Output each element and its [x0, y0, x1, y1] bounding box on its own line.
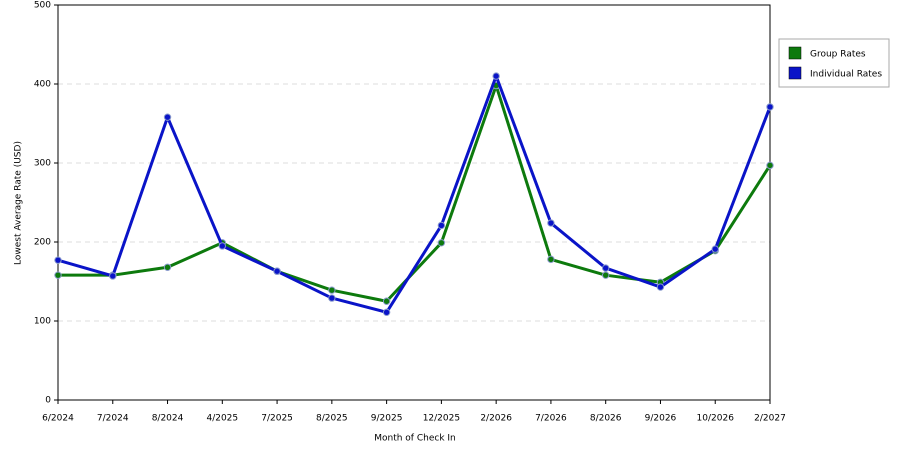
x-axis-label: Month of Check In — [374, 434, 456, 444]
legend-label: Individual Rates — [810, 70, 882, 80]
x-tick-label: 7/2024 — [97, 414, 129, 424]
point — [711, 245, 719, 253]
x-tick-label: 8/2026 — [590, 414, 622, 424]
point — [109, 272, 117, 280]
point — [547, 219, 555, 227]
x-tick-label: 7/2026 — [535, 414, 567, 424]
point — [656, 283, 665, 291]
point — [766, 103, 774, 111]
y-tick-label: 300 — [34, 159, 51, 169]
x-tick-label: 9/2026 — [645, 414, 677, 424]
series-line — [58, 84, 772, 303]
point — [163, 263, 172, 271]
point — [601, 264, 610, 272]
point — [437, 221, 446, 230]
legend-swatch — [788, 46, 802, 60]
plot-frame — [57, 4, 771, 401]
y-tick-label: 100 — [34, 317, 51, 327]
point — [328, 294, 336, 302]
point — [163, 113, 172, 121]
point — [766, 161, 774, 170]
point — [601, 271, 610, 279]
x-tick-label: 6/2024 — [42, 414, 74, 424]
point — [218, 242, 227, 250]
point — [54, 256, 62, 264]
legend-swatch — [788, 66, 802, 80]
series-line — [57, 74, 772, 314]
point — [54, 271, 62, 279]
point — [382, 308, 391, 317]
point — [437, 239, 446, 247]
x-tick-label: 8/2024 — [152, 414, 184, 424]
point — [382, 297, 391, 305]
y-tick-label: 200 — [34, 238, 51, 248]
y-tick-label: 0 — [45, 396, 51, 406]
y-axis-label: Lowest Average Rate (USD) — [14, 141, 24, 265]
point — [547, 255, 555, 264]
x-tick-label: 8/2025 — [316, 414, 348, 424]
x-tick-label: 12/2025 — [423, 414, 460, 424]
point — [328, 286, 336, 294]
x-tick-label: 7/2025 — [261, 414, 293, 424]
x-tick-label: 2/2026 — [480, 414, 512, 424]
x-tick-label: 4/2025 — [206, 414, 238, 424]
x-tick-label: 9/2025 — [371, 414, 403, 424]
legend-label: Group Rates — [810, 50, 866, 60]
x-tick-label: 2/2027 — [754, 414, 786, 424]
legend-box — [778, 38, 890, 88]
x-tick-label: 10/2026 — [697, 414, 735, 424]
y-tick-label: 400 — [34, 80, 51, 90]
y-tick-label: 500 — [34, 1, 51, 11]
point — [492, 72, 500, 80]
point — [273, 267, 281, 275]
